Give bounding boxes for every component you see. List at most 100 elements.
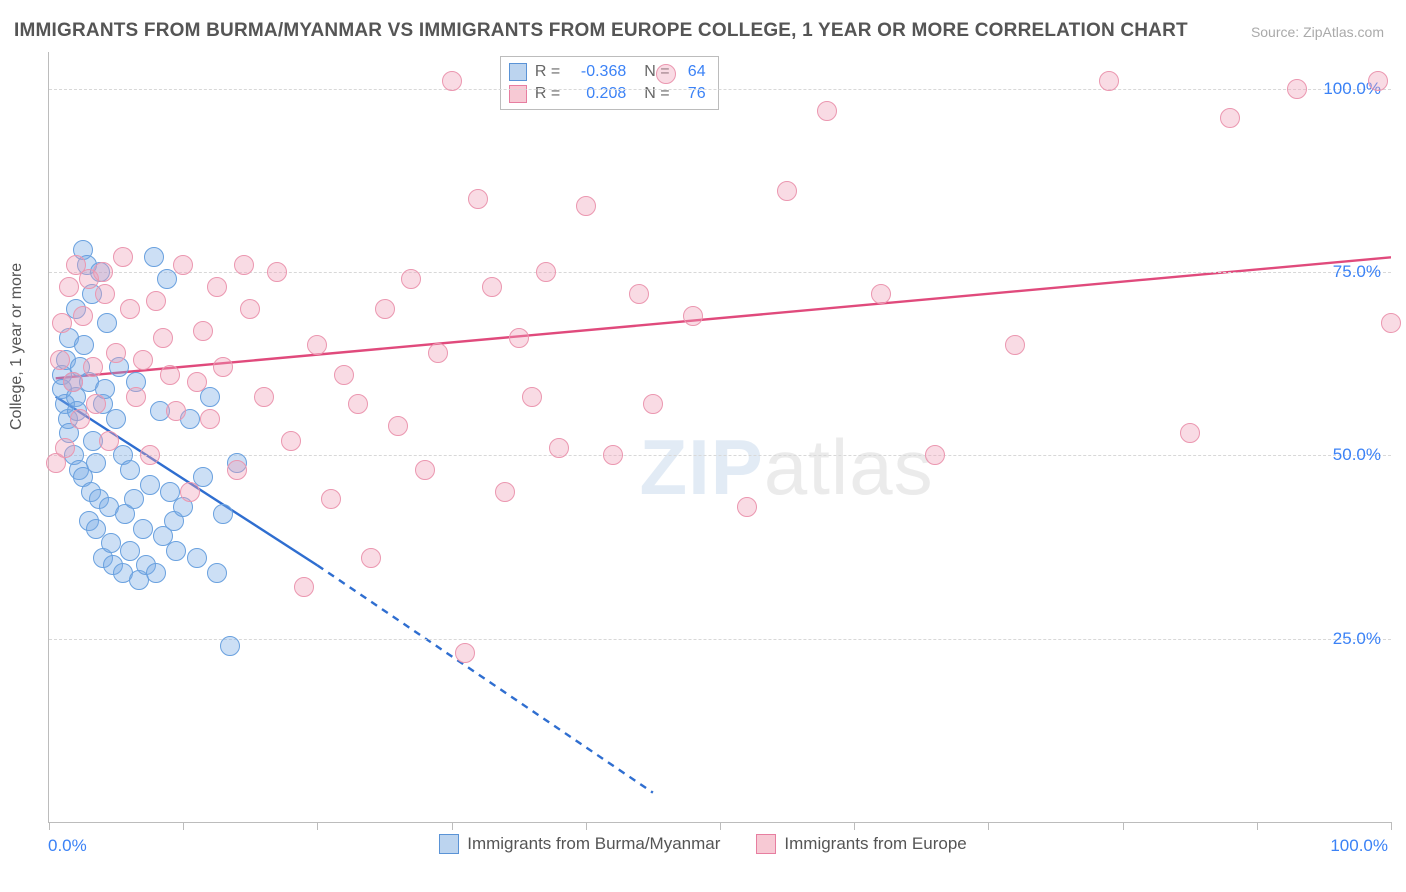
scatter-point-europe <box>1180 423 1200 443</box>
scatter-point-europe <box>1220 108 1240 128</box>
source-prefix: Source: <box>1251 24 1303 40</box>
scatter-point-europe <box>193 321 213 341</box>
series-legend-label: Immigrants from Europe <box>784 834 966 854</box>
scatter-point-europe <box>737 497 757 517</box>
scatter-point-europe <box>536 262 556 282</box>
scatter-point-europe <box>307 335 327 355</box>
scatter-point-europe <box>629 284 649 304</box>
r-value: -0.368 <box>568 63 626 81</box>
x-tick <box>49 822 50 830</box>
series-legend-item: Immigrants from Europe <box>756 834 966 854</box>
scatter-point-europe <box>52 313 72 333</box>
scatter-point-europe <box>817 101 837 121</box>
trend-line-europe <box>56 257 1391 378</box>
x-tick <box>586 822 587 830</box>
scatter-point-burma <box>120 541 140 561</box>
correlation-legend-row: R =0.208N =76 <box>509 83 706 105</box>
x-tick <box>452 822 453 830</box>
scatter-point-europe <box>146 291 166 311</box>
scatter-point-europe <box>321 489 341 509</box>
scatter-point-europe <box>83 357 103 377</box>
scatter-point-europe <box>468 189 488 209</box>
scatter-point-europe <box>925 445 945 465</box>
scatter-point-europe <box>871 284 891 304</box>
scatter-point-europe <box>166 401 186 421</box>
series-legend-label: Immigrants from Burma/Myanmar <box>467 834 720 854</box>
scatter-point-europe <box>348 394 368 414</box>
scatter-point-burma <box>133 519 153 539</box>
scatter-point-europe <box>777 181 797 201</box>
scatter-point-europe <box>334 365 354 385</box>
scatter-point-europe <box>73 306 93 326</box>
scatter-point-europe <box>99 431 119 451</box>
scatter-point-europe <box>375 299 395 319</box>
scatter-point-europe <box>207 277 227 297</box>
scatter-point-europe <box>495 482 515 502</box>
scatter-point-europe <box>482 277 502 297</box>
scatter-point-europe <box>187 372 207 392</box>
scatter-point-europe <box>549 438 569 458</box>
scatter-point-europe <box>55 438 75 458</box>
scatter-point-europe <box>240 299 260 319</box>
scatter-point-europe <box>153 328 173 348</box>
scatter-point-europe <box>1368 71 1388 91</box>
x-tick <box>183 822 184 830</box>
scatter-point-burma <box>106 409 126 429</box>
plot-area: ZIPatlas R =-0.368N =64R =0.208N =76 25.… <box>48 52 1391 823</box>
scatter-point-europe <box>1005 335 1025 355</box>
trend-line-burma-extrapolated <box>317 565 653 792</box>
scatter-point-burma <box>86 453 106 473</box>
scatter-point-europe <box>59 277 79 297</box>
scatter-point-europe <box>1381 313 1401 333</box>
scatter-point-europe <box>415 460 435 480</box>
scatter-point-europe <box>442 71 462 91</box>
legend-swatch <box>509 63 527 81</box>
scatter-point-europe <box>70 409 90 429</box>
series-legend-item: Immigrants from Burma/Myanmar <box>439 834 720 854</box>
scatter-point-europe <box>428 343 448 363</box>
chart-title: IMMIGRANTS FROM BURMA/MYANMAR VS IMMIGRA… <box>14 20 1188 42</box>
scatter-point-europe <box>133 350 153 370</box>
x-tick <box>854 822 855 830</box>
scatter-point-europe <box>509 328 529 348</box>
scatter-point-europe <box>120 299 140 319</box>
scatter-point-burma <box>74 335 94 355</box>
scatter-point-burma <box>207 563 227 583</box>
scatter-point-europe <box>1099 71 1119 91</box>
scatter-point-europe <box>160 365 180 385</box>
x-tick <box>1123 822 1124 830</box>
source-name: ZipAtlas.com <box>1303 24 1384 40</box>
scatter-point-burma <box>157 269 177 289</box>
x-tick <box>1391 822 1392 830</box>
scatter-point-europe <box>173 255 193 275</box>
scatter-point-burma <box>146 563 166 583</box>
scatter-point-europe <box>63 372 83 392</box>
scatter-point-burma <box>220 636 240 656</box>
scatter-point-europe <box>180 482 200 502</box>
scatter-point-europe <box>200 409 220 429</box>
scatter-point-europe <box>361 548 381 568</box>
legend-swatch <box>439 834 459 854</box>
scatter-point-burma <box>101 533 121 553</box>
y-axis-label: College, 1 year or more <box>8 263 26 430</box>
gridline-h <box>49 89 1391 90</box>
scatter-point-burma <box>187 548 207 568</box>
scatter-point-europe <box>140 445 160 465</box>
x-tick <box>988 822 989 830</box>
watermark: ZIPatlas <box>639 422 933 513</box>
scatter-point-burma <box>97 313 117 333</box>
x-tick <box>317 822 318 830</box>
scatter-point-burma <box>213 504 233 524</box>
scatter-point-europe <box>281 431 301 451</box>
gridline-h <box>49 639 1391 640</box>
scatter-point-europe <box>106 343 126 363</box>
y-tick-label: 75.0% <box>1333 262 1381 282</box>
series-legend: Immigrants from Burma/Myanmar Immigrants … <box>0 834 1406 854</box>
scatter-point-europe <box>643 394 663 414</box>
gridline-h <box>49 272 1391 273</box>
scatter-point-europe <box>93 262 113 282</box>
scatter-point-europe <box>683 306 703 326</box>
scatter-point-europe <box>86 394 106 414</box>
scatter-point-europe <box>113 247 133 267</box>
scatter-point-europe <box>50 350 70 370</box>
